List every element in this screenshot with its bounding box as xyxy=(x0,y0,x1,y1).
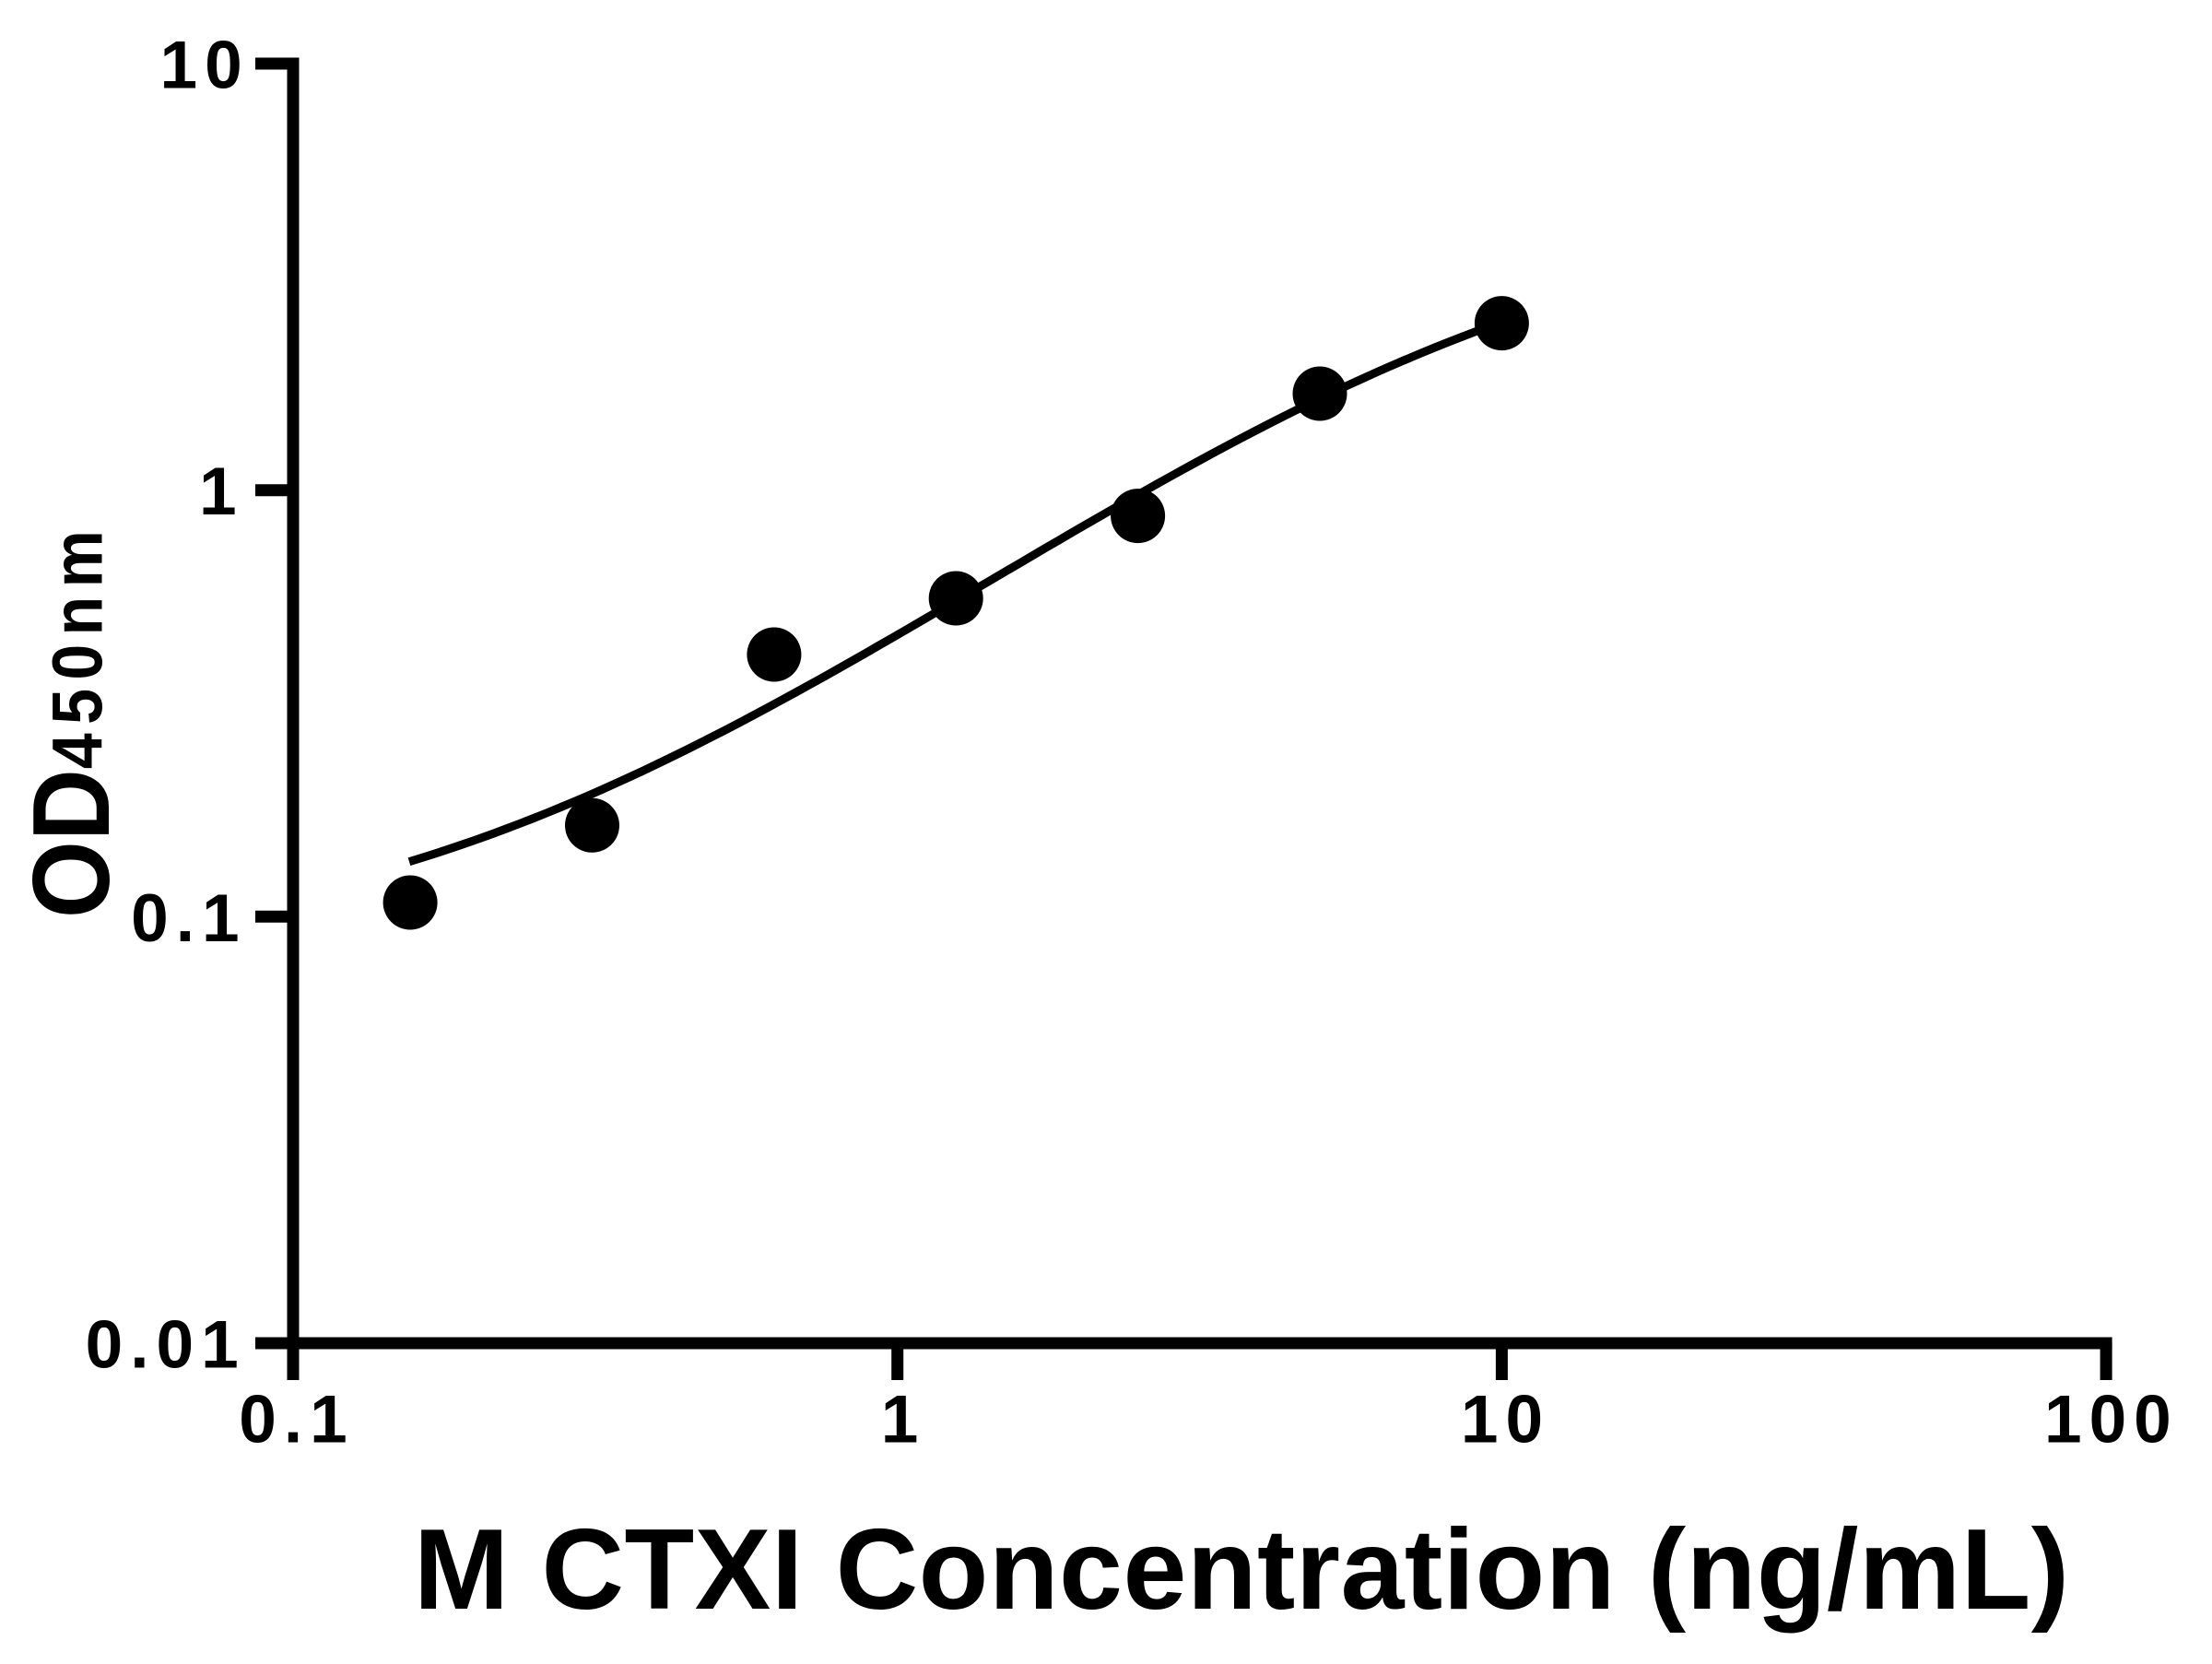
svg-text:OD450nm: OD450nm xyxy=(10,522,133,918)
svg-text:10: 10 xyxy=(159,29,249,103)
svg-text:0.01: 0.01 xyxy=(86,1308,246,1383)
svg-text:0.1: 0.1 xyxy=(239,1383,354,1457)
svg-text:100: 100 xyxy=(2044,1383,2179,1457)
svg-text:1: 1 xyxy=(881,1383,926,1457)
svg-text:M CTXI Concentration (ng/mL): M CTXI Concentration (ng/mL) xyxy=(414,1506,2070,1634)
svg-text:1: 1 xyxy=(199,454,244,529)
svg-text:0.1: 0.1 xyxy=(131,881,246,956)
svg-text:10: 10 xyxy=(1461,1383,1550,1457)
